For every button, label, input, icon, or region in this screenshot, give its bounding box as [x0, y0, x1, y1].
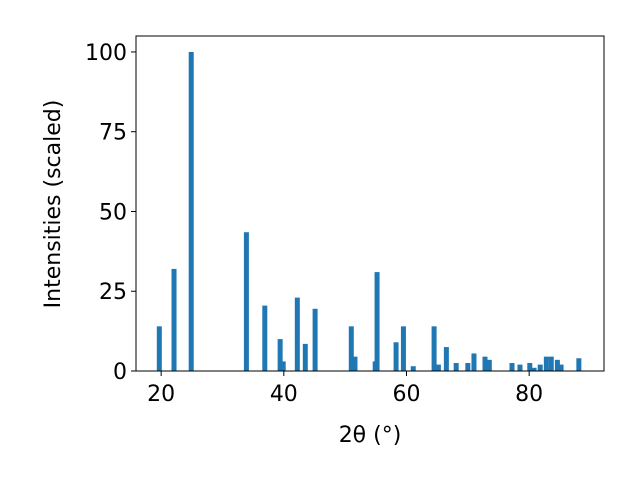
x-tick-label: 60	[392, 382, 420, 407]
y-tick-label: 75	[99, 121, 127, 146]
bar	[410, 366, 416, 371]
bar	[531, 367, 537, 371]
bar	[543, 356, 549, 371]
bar	[262, 305, 268, 371]
bar	[435, 364, 441, 371]
bar	[443, 347, 449, 371]
x-tick-label: 80	[515, 382, 543, 407]
bar	[554, 359, 560, 371]
bar	[482, 356, 488, 371]
bar	[294, 297, 300, 371]
bar	[453, 363, 459, 371]
x-tick-label: 20	[147, 382, 175, 407]
x-axis-label: 2θ (°)	[339, 423, 402, 448]
bar	[558, 364, 564, 371]
bar	[348, 326, 354, 371]
y-tick-label: 25	[99, 280, 127, 305]
bar	[280, 361, 286, 371]
bar	[156, 326, 162, 371]
bar	[537, 364, 543, 371]
bar	[243, 232, 249, 371]
bar	[302, 343, 308, 371]
y-tick-label: 50	[99, 200, 127, 225]
y-tick-label: 100	[85, 41, 127, 66]
bar	[171, 268, 177, 371]
bar	[517, 364, 523, 371]
bar	[188, 51, 194, 371]
bar	[431, 326, 437, 371]
bar	[509, 363, 515, 371]
bar	[374, 272, 380, 371]
y-tick-label: 0	[113, 360, 127, 385]
bar	[277, 339, 283, 371]
bar	[312, 308, 318, 371]
bar	[465, 363, 471, 371]
bar	[393, 342, 399, 371]
bar	[548, 356, 554, 371]
x-tick-label: 40	[270, 382, 298, 407]
bar	[486, 359, 492, 371]
bar	[400, 326, 406, 371]
bar	[471, 353, 477, 371]
bar	[576, 358, 582, 371]
bar	[352, 356, 358, 371]
y-axis-label: Intensities (scaled)	[41, 100, 66, 309]
plot-frame	[135, 35, 605, 372]
bar	[527, 363, 533, 371]
